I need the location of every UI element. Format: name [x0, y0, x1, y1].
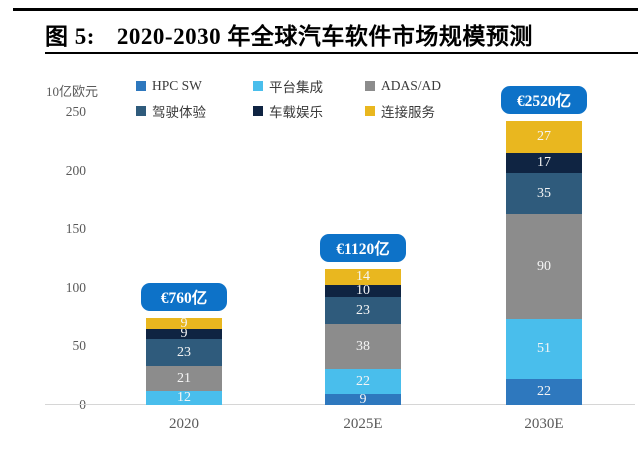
bar-segment: 21 [146, 366, 222, 391]
bar-segment-value: 23 [356, 304, 370, 318]
bar-segment: 23 [325, 297, 401, 324]
legend-item: 驾驶体验 [136, 101, 253, 121]
bar-segment-value: 12 [177, 391, 191, 405]
x-axis-category-label: 2030E [489, 416, 599, 433]
legend-swatch-icon [136, 106, 146, 116]
bar-segment-value: 27 [537, 130, 551, 144]
y-tick-label: 150 [20, 221, 86, 237]
bar-segment-value: 22 [537, 385, 551, 399]
figure-page: 图 5: 2020-2030 年全球汽车软件市场规模预测 10亿欧元 0 50 100… [0, 0, 640, 450]
bar-segment: 22 [506, 379, 582, 405]
bar-segment-value: 10 [356, 284, 370, 298]
figure-title-text: 2020-2030 年全球汽车软件市场规模预测 [117, 24, 533, 49]
legend-item: HPC SW [136, 76, 253, 96]
legend-item: 平台集成 [253, 76, 365, 96]
chart-area: 10亿欧元 0 50 100 150 200 250 HPC SW 平台集成 ADAS/AD 驾… [0, 56, 640, 450]
bar-segment-value: 23 [177, 346, 191, 360]
bar-segment-value: 51 [537, 342, 551, 356]
bar-segment-value: 90 [537, 260, 551, 274]
bar-segment: 51 [506, 319, 582, 379]
x-axis-category-label: 2025E [308, 416, 418, 433]
bar-segment: 9 [325, 394, 401, 405]
bar-segment: 14 [325, 269, 401, 285]
y-tick-label: 250 [20, 104, 86, 120]
bar-segment-value: 35 [537, 187, 551, 201]
legend-item: 连接服务 [365, 101, 441, 121]
legend-swatch-icon [365, 81, 375, 91]
bar-segment-value: 9 [360, 393, 367, 407]
bar-segment: 12 [146, 391, 222, 405]
legend-label: HPC SW [152, 78, 202, 94]
bar-segment: 17 [506, 153, 582, 173]
bar-segment: 22 [325, 369, 401, 394]
bar-segment-value: 21 [177, 372, 191, 386]
figure-title: 图 5: 2020-2030 年全球汽车软件市场规模预测 [45, 17, 533, 51]
legend-swatch-icon [136, 81, 146, 91]
bar-segment: 90 [506, 214, 582, 319]
figure-number-label: 图 5: [45, 24, 95, 49]
bar-segment: 38 [325, 324, 401, 369]
total-value-badge: €760亿 [141, 283, 227, 311]
total-value-badge: €1120亿 [320, 234, 406, 262]
bar-segment-value: 14 [356, 270, 370, 284]
legend-item: 车载娱乐 [253, 101, 365, 121]
chart-legend: HPC SW 平台集成 ADAS/AD 驾驶体验 车载娱乐 连接服务 [136, 76, 441, 121]
y-axis-unit-label: 10亿欧元 [46, 81, 98, 100]
bar-segment-value: 22 [356, 375, 370, 389]
legend-label: 连接服务 [381, 101, 435, 121]
bar-segment-value: 9 [181, 317, 188, 331]
bar-segment: 23 [146, 339, 222, 366]
legend-swatch-icon [253, 81, 263, 91]
legend-label: ADAS/AD [381, 78, 441, 94]
legend-label: 平台集成 [269, 76, 323, 96]
title-rule [45, 52, 638, 54]
bar-segment-value: 17 [537, 156, 551, 170]
bar-segment: 10 [325, 285, 401, 297]
legend-item: ADAS/AD [365, 76, 441, 96]
y-tick-label: 50 [20, 338, 86, 354]
top-rule [13, 8, 638, 11]
y-tick-label: 0 [20, 397, 86, 413]
legend-swatch-icon [365, 106, 375, 116]
y-tick-label: 100 [20, 280, 86, 296]
legend-swatch-icon [253, 106, 263, 116]
bar-segment: 9 [146, 329, 222, 339]
bar-segment: 35 [506, 173, 582, 214]
bar-segment: 9 [146, 318, 222, 329]
x-axis-category-label: 2020 [129, 416, 239, 433]
total-value-badge: €2520亿 [501, 86, 587, 114]
bar-segment: 27 [506, 121, 582, 153]
y-tick-label: 200 [20, 163, 86, 179]
legend-label: 车载娱乐 [269, 101, 323, 121]
legend-label: 驾驶体验 [152, 101, 206, 121]
bar-segment-value: 38 [356, 340, 370, 354]
